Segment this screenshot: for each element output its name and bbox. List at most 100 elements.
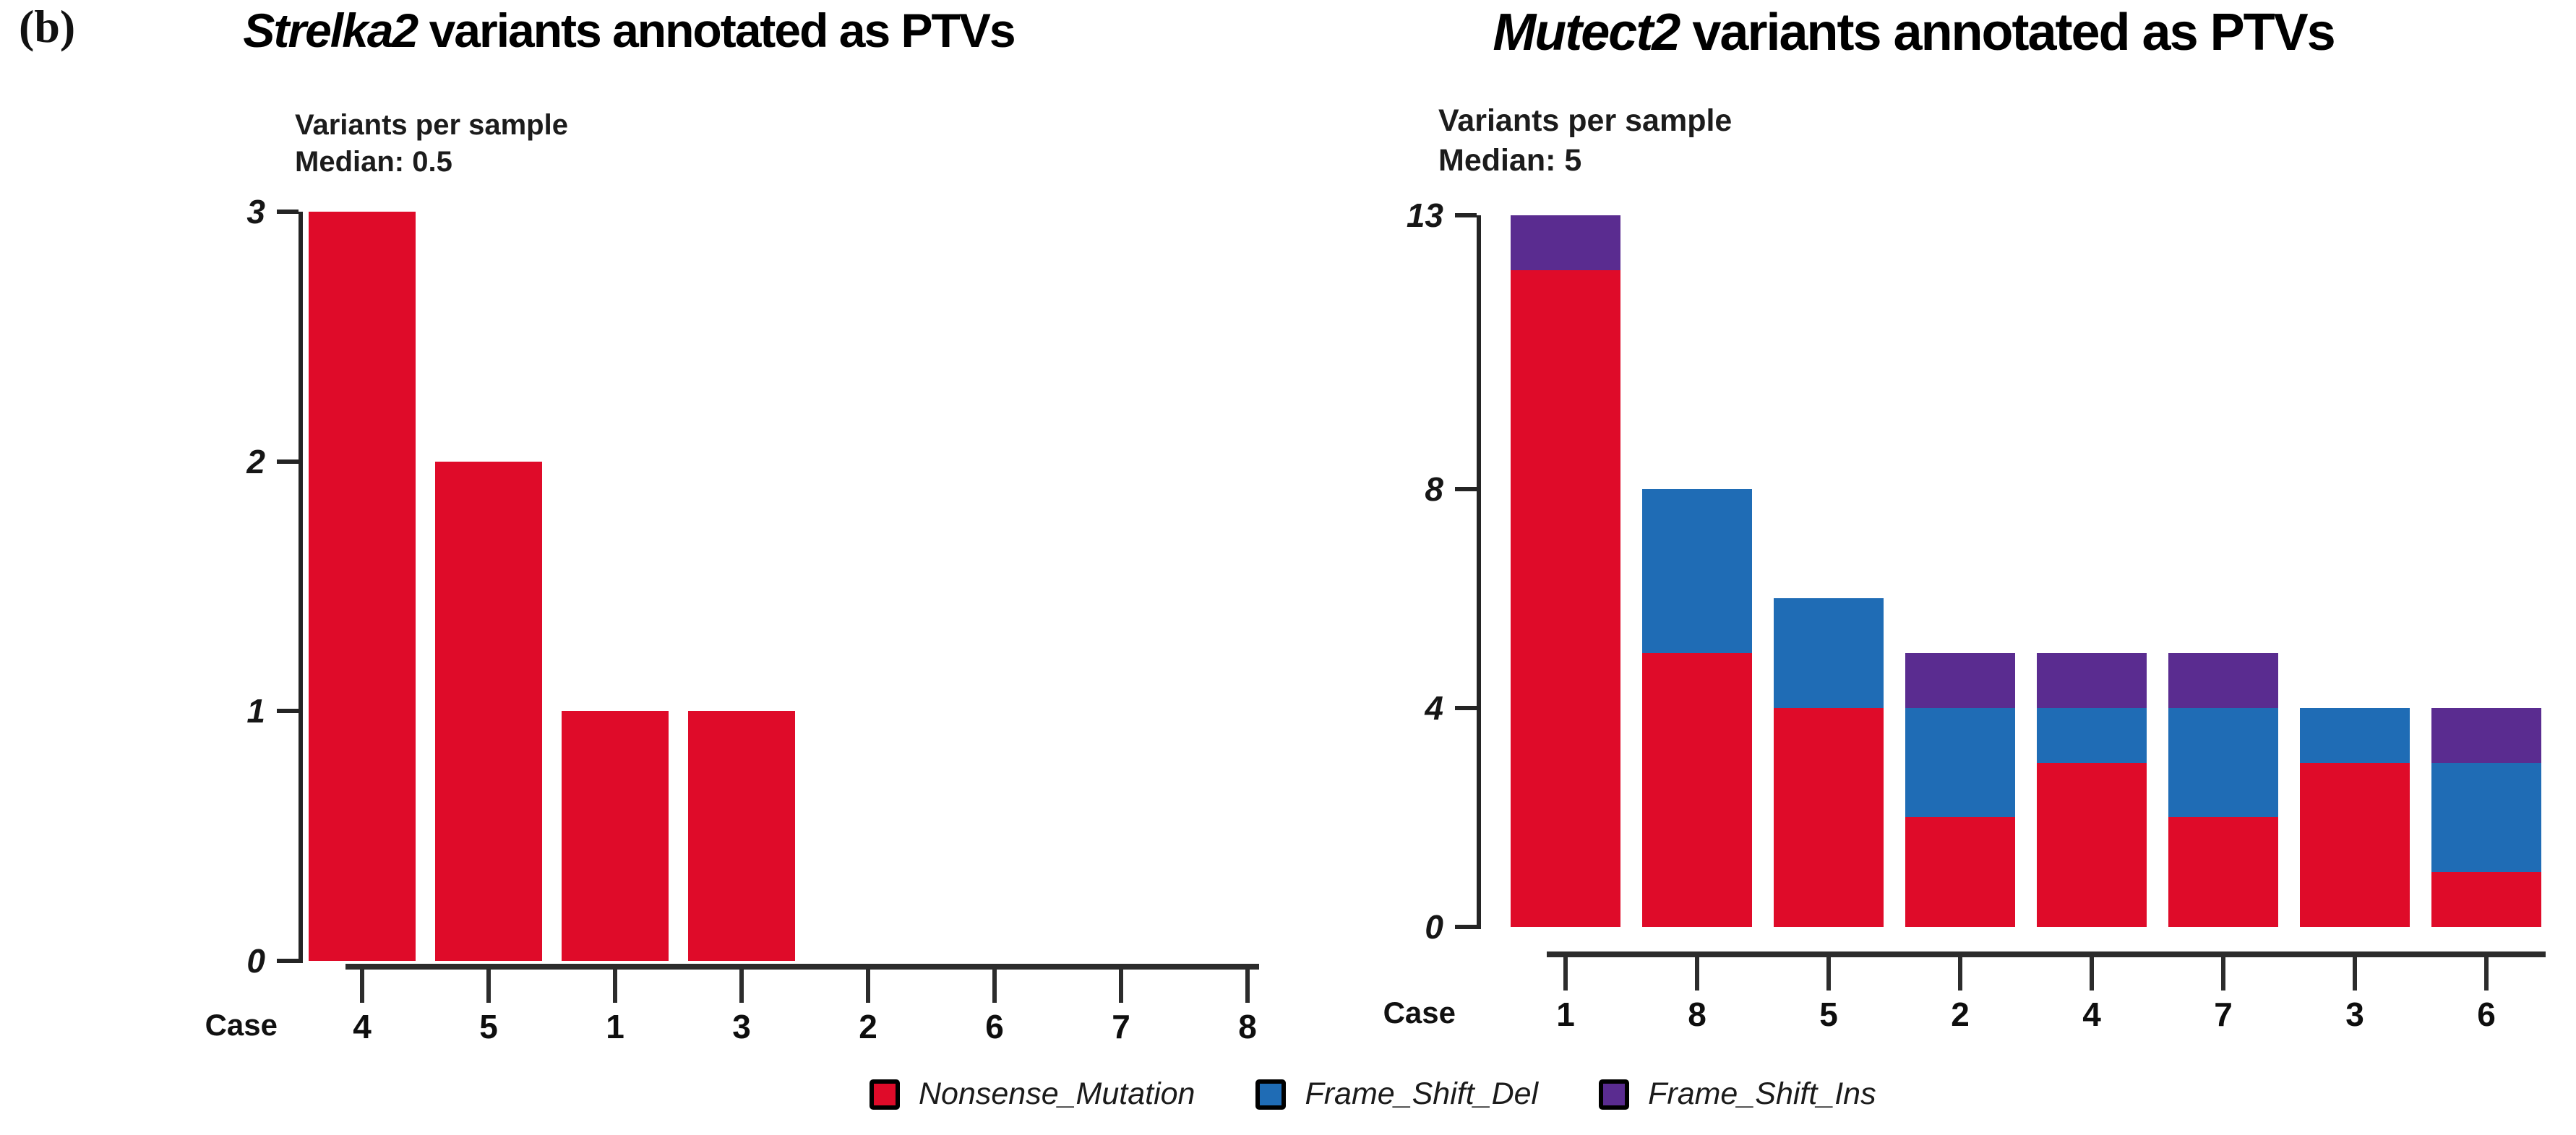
x-tick bbox=[2353, 957, 2357, 991]
mutect2-subtitle: Variants per sample Median: 5 bbox=[1438, 101, 1732, 181]
y-tick-label: 0 bbox=[1425, 908, 1443, 946]
panel-label: (b) bbox=[19, 1, 76, 52]
y-tick bbox=[1455, 487, 1477, 491]
x-tick bbox=[1958, 957, 1962, 991]
x-tick-label: 8 bbox=[1688, 996, 1706, 1033]
y-tick-label: 2 bbox=[246, 443, 265, 480]
bar-segment-frame_shift_ins bbox=[2168, 653, 2278, 708]
x-tick-label: 5 bbox=[1819, 996, 1838, 1033]
strelka2-caller-name: Strelka2 bbox=[243, 4, 418, 57]
bar-segment-nonsense_mutation bbox=[1511, 270, 1620, 927]
x-tick bbox=[992, 970, 997, 1003]
bar-segment-nonsense_mutation bbox=[2037, 763, 2147, 927]
x-tick-label: 6 bbox=[2477, 996, 2496, 1033]
y-tick-label: 8 bbox=[1425, 470, 1443, 508]
x-tick-label: 8 bbox=[1238, 1008, 1257, 1045]
legend-item-frame-shift-del: Frame_Shift_Del bbox=[1255, 1076, 1538, 1112]
bar-segment-frame_shift_ins bbox=[1511, 215, 1620, 270]
strelka2-chart-title: Strelka2 variants annotated as PTVs bbox=[184, 4, 1073, 57]
x-tick bbox=[2484, 957, 2489, 991]
frame-shift-ins-label: Frame_Shift_Ins bbox=[1648, 1076, 1876, 1111]
y-tick-label: 3 bbox=[246, 193, 265, 230]
x-tick-label: 7 bbox=[2214, 996, 2233, 1033]
strelka2-subtitle: Variants per sample Median: 0.5 bbox=[295, 107, 568, 181]
bar-segment-nonsense_mutation bbox=[2431, 872, 2541, 927]
x-tick bbox=[1119, 970, 1123, 1003]
legend: Nonsense_Mutation Frame_Shift_Del Frame_… bbox=[870, 1076, 1876, 1112]
x-tick-label: 1 bbox=[1556, 996, 1575, 1033]
bar-segment-frame_shift_del bbox=[2300, 708, 2410, 763]
x-tick bbox=[1695, 957, 1699, 991]
y-tick bbox=[1455, 706, 1477, 710]
x-tick-label: 4 bbox=[353, 1008, 372, 1045]
bar-segment-nonsense_mutation bbox=[2300, 763, 2410, 927]
x-tick-label: 7 bbox=[1112, 1008, 1130, 1045]
y-tick bbox=[277, 210, 299, 214]
x-tick bbox=[360, 970, 364, 1003]
bar-segment-nonsense_mutation bbox=[562, 711, 669, 961]
y-axis bbox=[299, 212, 303, 963]
bar-segment-frame_shift_del bbox=[1642, 489, 1752, 653]
bar-segment-frame_shift_del bbox=[1774, 598, 1884, 708]
y-tick bbox=[277, 959, 299, 963]
bar-segment-frame_shift_del bbox=[2037, 708, 2147, 763]
x-tick bbox=[1245, 970, 1250, 1003]
mutect2-subtitle-line: Variants per sample bbox=[1438, 103, 1733, 138]
legend-item-nonsense-mutation: Nonsense_Mutation bbox=[870, 1076, 1195, 1112]
y-axis bbox=[1477, 215, 1481, 929]
x-tick bbox=[613, 970, 617, 1003]
x-tick bbox=[1826, 957, 1831, 991]
frame-shift-del-swatch bbox=[1255, 1079, 1287, 1110]
x-axis bbox=[345, 964, 1259, 970]
x-axis bbox=[1547, 951, 2546, 957]
x-tick bbox=[739, 970, 744, 1003]
x-tick-label: 4 bbox=[2082, 996, 2101, 1033]
bar-segment-nonsense_mutation bbox=[688, 711, 795, 961]
x-tick-label: 3 bbox=[732, 1008, 751, 1045]
bar-segment-frame_shift_ins bbox=[2037, 653, 2147, 708]
x-tick bbox=[486, 970, 491, 1003]
y-tick-label: 4 bbox=[1425, 689, 1443, 727]
x-tick-label: 2 bbox=[1951, 996, 1970, 1033]
x-tick bbox=[866, 970, 870, 1003]
y-tick-label: 1 bbox=[246, 692, 265, 730]
y-tick bbox=[1455, 213, 1477, 217]
x-tick-label: 1 bbox=[606, 1008, 624, 1045]
bar-segment-frame_shift_ins bbox=[1905, 653, 2015, 708]
y-tick-label: 13 bbox=[1406, 197, 1443, 234]
legend-item-frame-shift-ins: Frame_Shift_Ins bbox=[1599, 1076, 1876, 1112]
bar-segment-frame_shift_del bbox=[2431, 763, 2541, 872]
bar-segment-nonsense_mutation bbox=[1774, 708, 1884, 927]
strelka2-subtitle-line: Variants per sample bbox=[295, 109, 568, 141]
bar-segment-frame_shift_ins bbox=[2431, 708, 2541, 763]
y-tick bbox=[277, 709, 299, 713]
mutect2-caller-name: Mutect2 bbox=[1493, 4, 1680, 61]
bar-segment-nonsense_mutation bbox=[435, 462, 542, 961]
x-tick bbox=[1563, 957, 1568, 991]
x-tick-label: 3 bbox=[2345, 996, 2364, 1033]
y-tick-label: 0 bbox=[246, 942, 265, 980]
bar-segment-frame_shift_del bbox=[1905, 708, 2015, 817]
strelka2-title-suffix: variants annotated as PTVs bbox=[417, 4, 1016, 57]
frame-shift-ins-swatch bbox=[1599, 1079, 1630, 1110]
bar-segment-nonsense_mutation bbox=[2168, 817, 2278, 927]
mutect2-title-suffix: variants annotated as PTVs bbox=[1679, 4, 2335, 61]
mutect2-median-line: Median: 5 bbox=[1438, 143, 1582, 178]
bar-segment-nonsense_mutation bbox=[1905, 817, 2015, 927]
x-tick-label: 2 bbox=[859, 1008, 877, 1045]
nonsense-mutation-label: Nonsense_Mutation bbox=[919, 1076, 1195, 1111]
bar-segment-nonsense_mutation bbox=[1642, 653, 1752, 927]
bar-segment-nonsense_mutation bbox=[309, 212, 416, 961]
y-tick bbox=[277, 459, 299, 464]
x-tick bbox=[2090, 957, 2094, 991]
nonsense-mutation-swatch bbox=[870, 1079, 900, 1110]
x-tick bbox=[2221, 957, 2225, 991]
bar-segment-frame_shift_del bbox=[2168, 708, 2278, 817]
x-tick-label: 5 bbox=[479, 1008, 498, 1045]
x-tick-label: 6 bbox=[985, 1008, 1004, 1045]
mutect2-chart-title: Mutect2 variants annotated as PTVs bbox=[1370, 4, 2457, 61]
x-axis-title: Case bbox=[205, 1008, 278, 1042]
